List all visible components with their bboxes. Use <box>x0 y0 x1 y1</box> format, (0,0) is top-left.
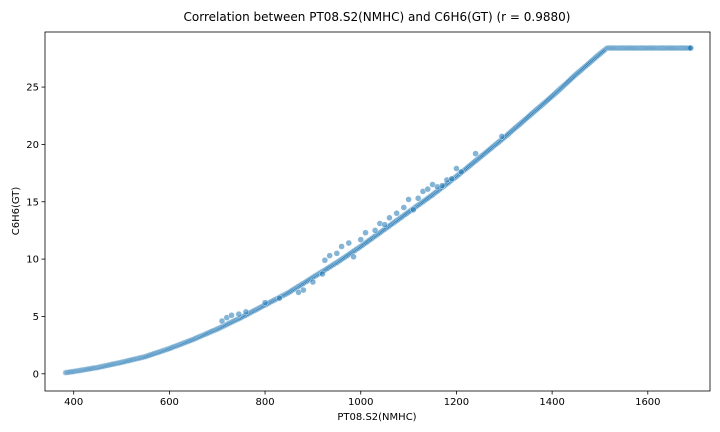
y-axis-label: C6H6(GT) <box>11 187 22 236</box>
outlier-point <box>345 239 352 247</box>
outlier-point <box>276 294 283 302</box>
outlier-point <box>228 312 235 319</box>
outlier-point <box>453 165 460 172</box>
x-tick-label: 600 <box>160 397 179 408</box>
outlier-point <box>393 210 400 217</box>
outlier-point <box>410 206 417 213</box>
x-tick-label: 1200 <box>444 397 469 408</box>
outlier-point <box>438 182 446 189</box>
x-tick-label: 1400 <box>539 397 564 408</box>
y-tick-label: 10 <box>26 255 39 266</box>
outlier-point <box>424 185 431 193</box>
outlier-point <box>350 253 357 261</box>
outlier-point <box>321 257 329 264</box>
outlier-point <box>333 250 341 257</box>
x-axis-label: PT08.S2(NMHC) <box>337 412 416 423</box>
x-tick-label: 400 <box>64 397 83 408</box>
y-tick-label: 25 <box>26 83 39 94</box>
outlier-point <box>448 175 455 183</box>
points-layer <box>62 44 694 376</box>
outlier-point <box>235 310 242 318</box>
outlier-point <box>414 195 422 202</box>
outlier-point <box>371 227 379 234</box>
plot-frame <box>44 31 711 392</box>
y-tick-label: 20 <box>26 140 39 151</box>
outlier-point <box>498 133 506 140</box>
outlier-point <box>338 243 345 250</box>
data-point <box>687 44 694 52</box>
outlier-point <box>400 204 408 211</box>
y-tick-label: 5 <box>33 312 39 323</box>
y-tick-label: 0 <box>33 369 39 380</box>
outlier-point <box>386 214 393 222</box>
outlier-point <box>309 278 317 286</box>
x-tick-label: 1000 <box>348 397 373 408</box>
outlier-point <box>326 252 333 259</box>
outlier-point <box>319 270 326 278</box>
outlier-point <box>472 150 479 157</box>
outlier-point <box>405 196 412 203</box>
outlier-point <box>218 317 226 325</box>
outlier-point <box>261 299 269 306</box>
x-tick-label: 800 <box>256 397 275 408</box>
y-axis: 0 5 10 15 20 25 <box>26 83 45 380</box>
chart-title: Correlation between PT08.S2(NMHC) and C6… <box>184 10 571 24</box>
y-tick-label: 15 <box>26 197 39 208</box>
outlier-point <box>362 229 369 236</box>
x-axis: 400 600 800 1000 1200 1400 1600 <box>64 391 661 408</box>
outlier-point <box>242 308 250 316</box>
outlier-point <box>381 221 388 228</box>
outlier-point <box>458 168 465 176</box>
x-tick-label: 1600 <box>635 397 660 408</box>
outlier-point <box>300 286 307 294</box>
outlier-point <box>357 236 364 243</box>
